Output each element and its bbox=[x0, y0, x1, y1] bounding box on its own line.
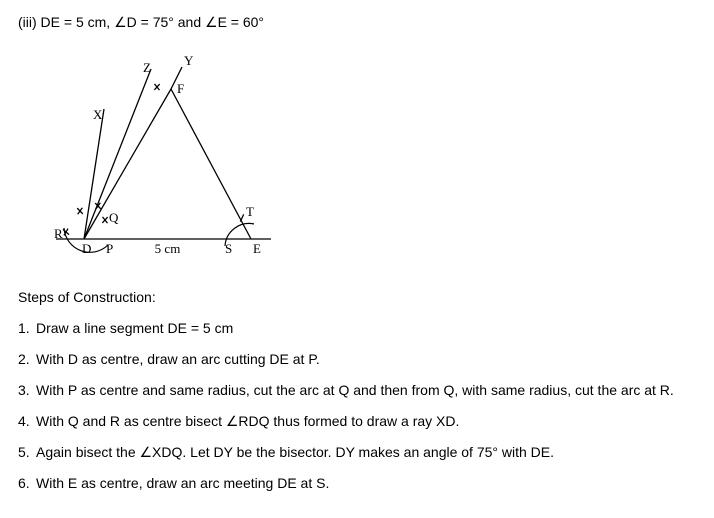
svg-text:R: R bbox=[54, 226, 63, 241]
svg-text:Z: Z bbox=[143, 60, 151, 75]
step-text: With P as centre and same radius, cut th… bbox=[36, 380, 696, 401]
step-row: 6.With E as centre, draw an arc meeting … bbox=[18, 473, 696, 494]
step-number: 2. bbox=[18, 349, 36, 370]
step-number: 5. bbox=[18, 442, 36, 463]
step-number: 1. bbox=[18, 318, 36, 339]
svg-text:Q: Q bbox=[109, 210, 119, 225]
de-length: 5 cm bbox=[76, 14, 106, 30]
construction-figure: DP 5 cm S E Q R T F X Y Z bbox=[46, 39, 696, 275]
svg-text:F: F bbox=[177, 81, 184, 96]
sep1: , ∠D = bbox=[106, 14, 152, 30]
problem-statement: (iii) DE = 5 cm, ∠D = 75° and ∠E = 60° bbox=[18, 12, 696, 33]
svg-text:X: X bbox=[93, 107, 103, 122]
step-number: 4. bbox=[18, 411, 36, 432]
svg-text:5 cm: 5 cm bbox=[155, 241, 181, 256]
step-text: With D as centre, draw an arc cutting DE… bbox=[36, 349, 696, 370]
svg-text:D: D bbox=[82, 241, 91, 256]
svg-text:S: S bbox=[225, 241, 232, 256]
angle-e: 60° bbox=[243, 14, 264, 30]
sep2: and ∠E = bbox=[174, 14, 243, 30]
svg-text:E: E bbox=[253, 241, 261, 256]
step-text: With E as centre, draw an arc meeting DE… bbox=[36, 473, 696, 494]
step-text: With Q and R as centre bisect ∠RDQ thus … bbox=[36, 411, 696, 432]
step-row: 2.With D as centre, draw an arc cutting … bbox=[18, 349, 696, 370]
svg-text:Y: Y bbox=[184, 53, 194, 68]
steps-title: Steps of Construction: bbox=[18, 287, 696, 308]
problem-prefix: (iii) DE = bbox=[18, 14, 76, 30]
steps-list: 1.Draw a line segment DE = 5 cm2.With D … bbox=[18, 318, 696, 494]
step-row: 1.Draw a line segment DE = 5 cm bbox=[18, 318, 696, 339]
step-row: 3.With P as centre and same radius, cut … bbox=[18, 380, 696, 401]
step-row: 4.With Q and R as centre bisect ∠RDQ thu… bbox=[18, 411, 696, 432]
step-row: 5.Again bisect the ∠XDQ. Let DY be the b… bbox=[18, 442, 696, 463]
svg-text:T: T bbox=[246, 204, 254, 219]
step-number: 3. bbox=[18, 380, 36, 401]
step-text: Again bisect the ∠XDQ. Let DY be the bis… bbox=[36, 442, 696, 463]
step-number: 6. bbox=[18, 473, 36, 494]
step-text: Draw a line segment DE = 5 cm bbox=[36, 318, 696, 339]
angle-d: 75° bbox=[153, 14, 174, 30]
svg-text:P: P bbox=[106, 241, 113, 256]
